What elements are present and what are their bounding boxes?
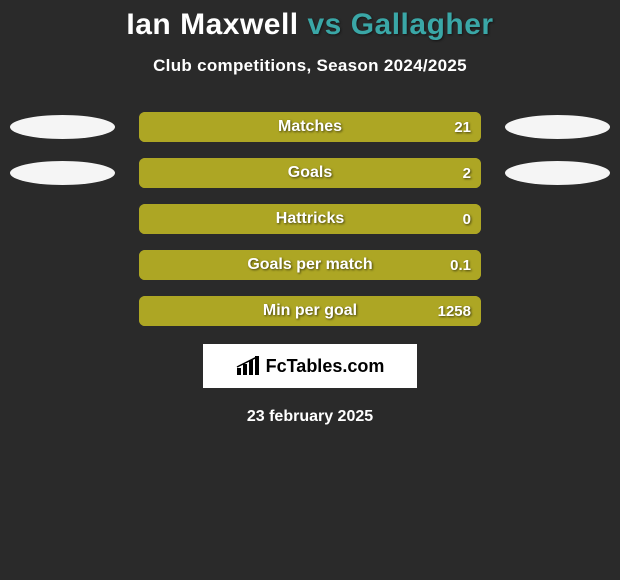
stat-row: Min per goal 1258 — [0, 296, 620, 326]
stat-label: Min per goal — [263, 302, 357, 320]
stat-label: Matches — [278, 118, 342, 136]
stat-bar: Goals per match 0.1 — [139, 250, 481, 280]
stat-bar: Goals 2 — [139, 158, 481, 188]
footer-date: 23 february 2025 — [0, 408, 620, 426]
comparison-card: Ian Maxwell vs Gallagher Club competitio… — [0, 0, 620, 426]
left-ellipse — [10, 207, 115, 231]
left-ellipse — [10, 115, 115, 139]
page-title: Ian Maxwell vs Gallagher — [0, 8, 620, 42]
stat-label: Goals — [288, 164, 332, 182]
left-ellipse — [10, 253, 115, 277]
footer-logo-text: FcTables.com — [266, 356, 385, 377]
stat-bar: Min per goal 1258 — [139, 296, 481, 326]
stat-row: Matches 21 — [0, 112, 620, 142]
right-ellipse — [505, 207, 610, 231]
bar-chart-icon — [236, 356, 260, 376]
stat-value: 2 — [463, 165, 471, 182]
right-ellipse — [505, 299, 610, 323]
stats-chart: Matches 21 Goals 2 Hattricks 0 Goals per match… — [0, 112, 620, 326]
title-vs: vs — [307, 8, 341, 41]
stat-label: Hattricks — [276, 210, 344, 228]
footer-logo: FcTables.com — [203, 344, 417, 388]
stat-bar: Hattricks 0 — [139, 204, 481, 234]
stat-label: Goals per match — [247, 256, 372, 274]
subtitle: Club competitions, Season 2024/2025 — [0, 56, 620, 76]
right-ellipse — [505, 115, 610, 139]
stat-row: Goals per match 0.1 — [0, 250, 620, 280]
stat-row: Goals 2 — [0, 158, 620, 188]
stat-row: Hattricks 0 — [0, 204, 620, 234]
stat-value: 1258 — [438, 303, 471, 320]
stat-value: 21 — [454, 119, 471, 136]
right-ellipse — [505, 253, 610, 277]
stat-bar: Matches 21 — [139, 112, 481, 142]
stat-value: 0.1 — [450, 257, 471, 274]
title-right-player: Gallagher — [351, 8, 494, 41]
stat-value: 0 — [463, 211, 471, 228]
left-ellipse — [10, 161, 115, 185]
title-left-player: Ian Maxwell — [126, 8, 298, 41]
right-ellipse — [505, 161, 610, 185]
left-ellipse — [10, 299, 115, 323]
